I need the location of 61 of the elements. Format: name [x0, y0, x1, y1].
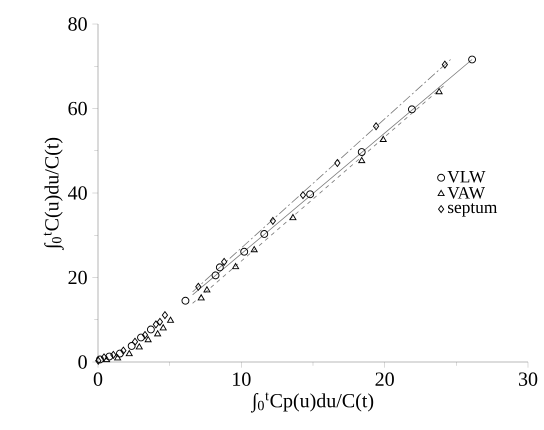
- x-tick-label: 20: [376, 372, 394, 386]
- point: [300, 191, 306, 200]
- point: [126, 350, 133, 356]
- point: [468, 56, 476, 64]
- y-axis-title: ∫$_{0}$$^{t}$C(u)du/C(t): [44, 138, 64, 250]
- point: [260, 230, 268, 238]
- y-tick-label: 80: [68, 17, 87, 31]
- point: [442, 60, 448, 69]
- point: [120, 346, 126, 355]
- point: [110, 350, 116, 359]
- point: [116, 350, 124, 358]
- point: [167, 316, 174, 323]
- x-tick-label: 0: [94, 372, 102, 386]
- point: [128, 342, 136, 350]
- point: [436, 88, 443, 94]
- point: [372, 122, 380, 130]
- point: [195, 282, 202, 291]
- point: [142, 331, 148, 339]
- point: [212, 271, 220, 280]
- y-tick-label: 60: [68, 102, 87, 116]
- x-tick-label: 30: [518, 372, 538, 386]
- point: [216, 263, 224, 272]
- point: [114, 354, 122, 360]
- point: [358, 148, 366, 156]
- point: [203, 286, 210, 292]
- point: [105, 352, 114, 360]
- point: [160, 324, 167, 330]
- point: [240, 248, 248, 256]
- x-tick-label: 10: [233, 372, 251, 386]
- legend-label: septum: [448, 203, 498, 217]
- x-axis-title: ∫$_{0}$$^{t}$Cp(u)du/C(t): [250, 392, 374, 413]
- point: [144, 336, 152, 342]
- point: [162, 311, 168, 320]
- point: [380, 136, 387, 142]
- point: [232, 263, 240, 270]
- legend-label: VLW: [447, 171, 486, 183]
- point: [408, 105, 416, 114]
- point: [137, 334, 145, 342]
- point: [156, 318, 163, 326]
- point: [358, 156, 366, 164]
- point: [132, 338, 138, 346]
- point: [100, 353, 108, 362]
- point: [181, 296, 190, 305]
- point: [95, 356, 102, 365]
- y-tick-label: 0: [78, 355, 87, 369]
- point: [289, 214, 296, 220]
- point: [136, 343, 143, 350]
- legend-label: VAW: [447, 187, 486, 199]
- point: [198, 294, 205, 300]
- point: [96, 356, 104, 364]
- point: [154, 330, 162, 336]
- point: [146, 326, 155, 334]
- point: [250, 246, 258, 252]
- point: [152, 320, 159, 328]
- point: [103, 356, 110, 362]
- y-tick-label: 20: [68, 270, 87, 284]
- point: [306, 190, 314, 198]
- point: [221, 258, 228, 266]
- point: [334, 159, 340, 167]
- point: [270, 216, 276, 225]
- y-tick-label: 40: [68, 186, 87, 200]
